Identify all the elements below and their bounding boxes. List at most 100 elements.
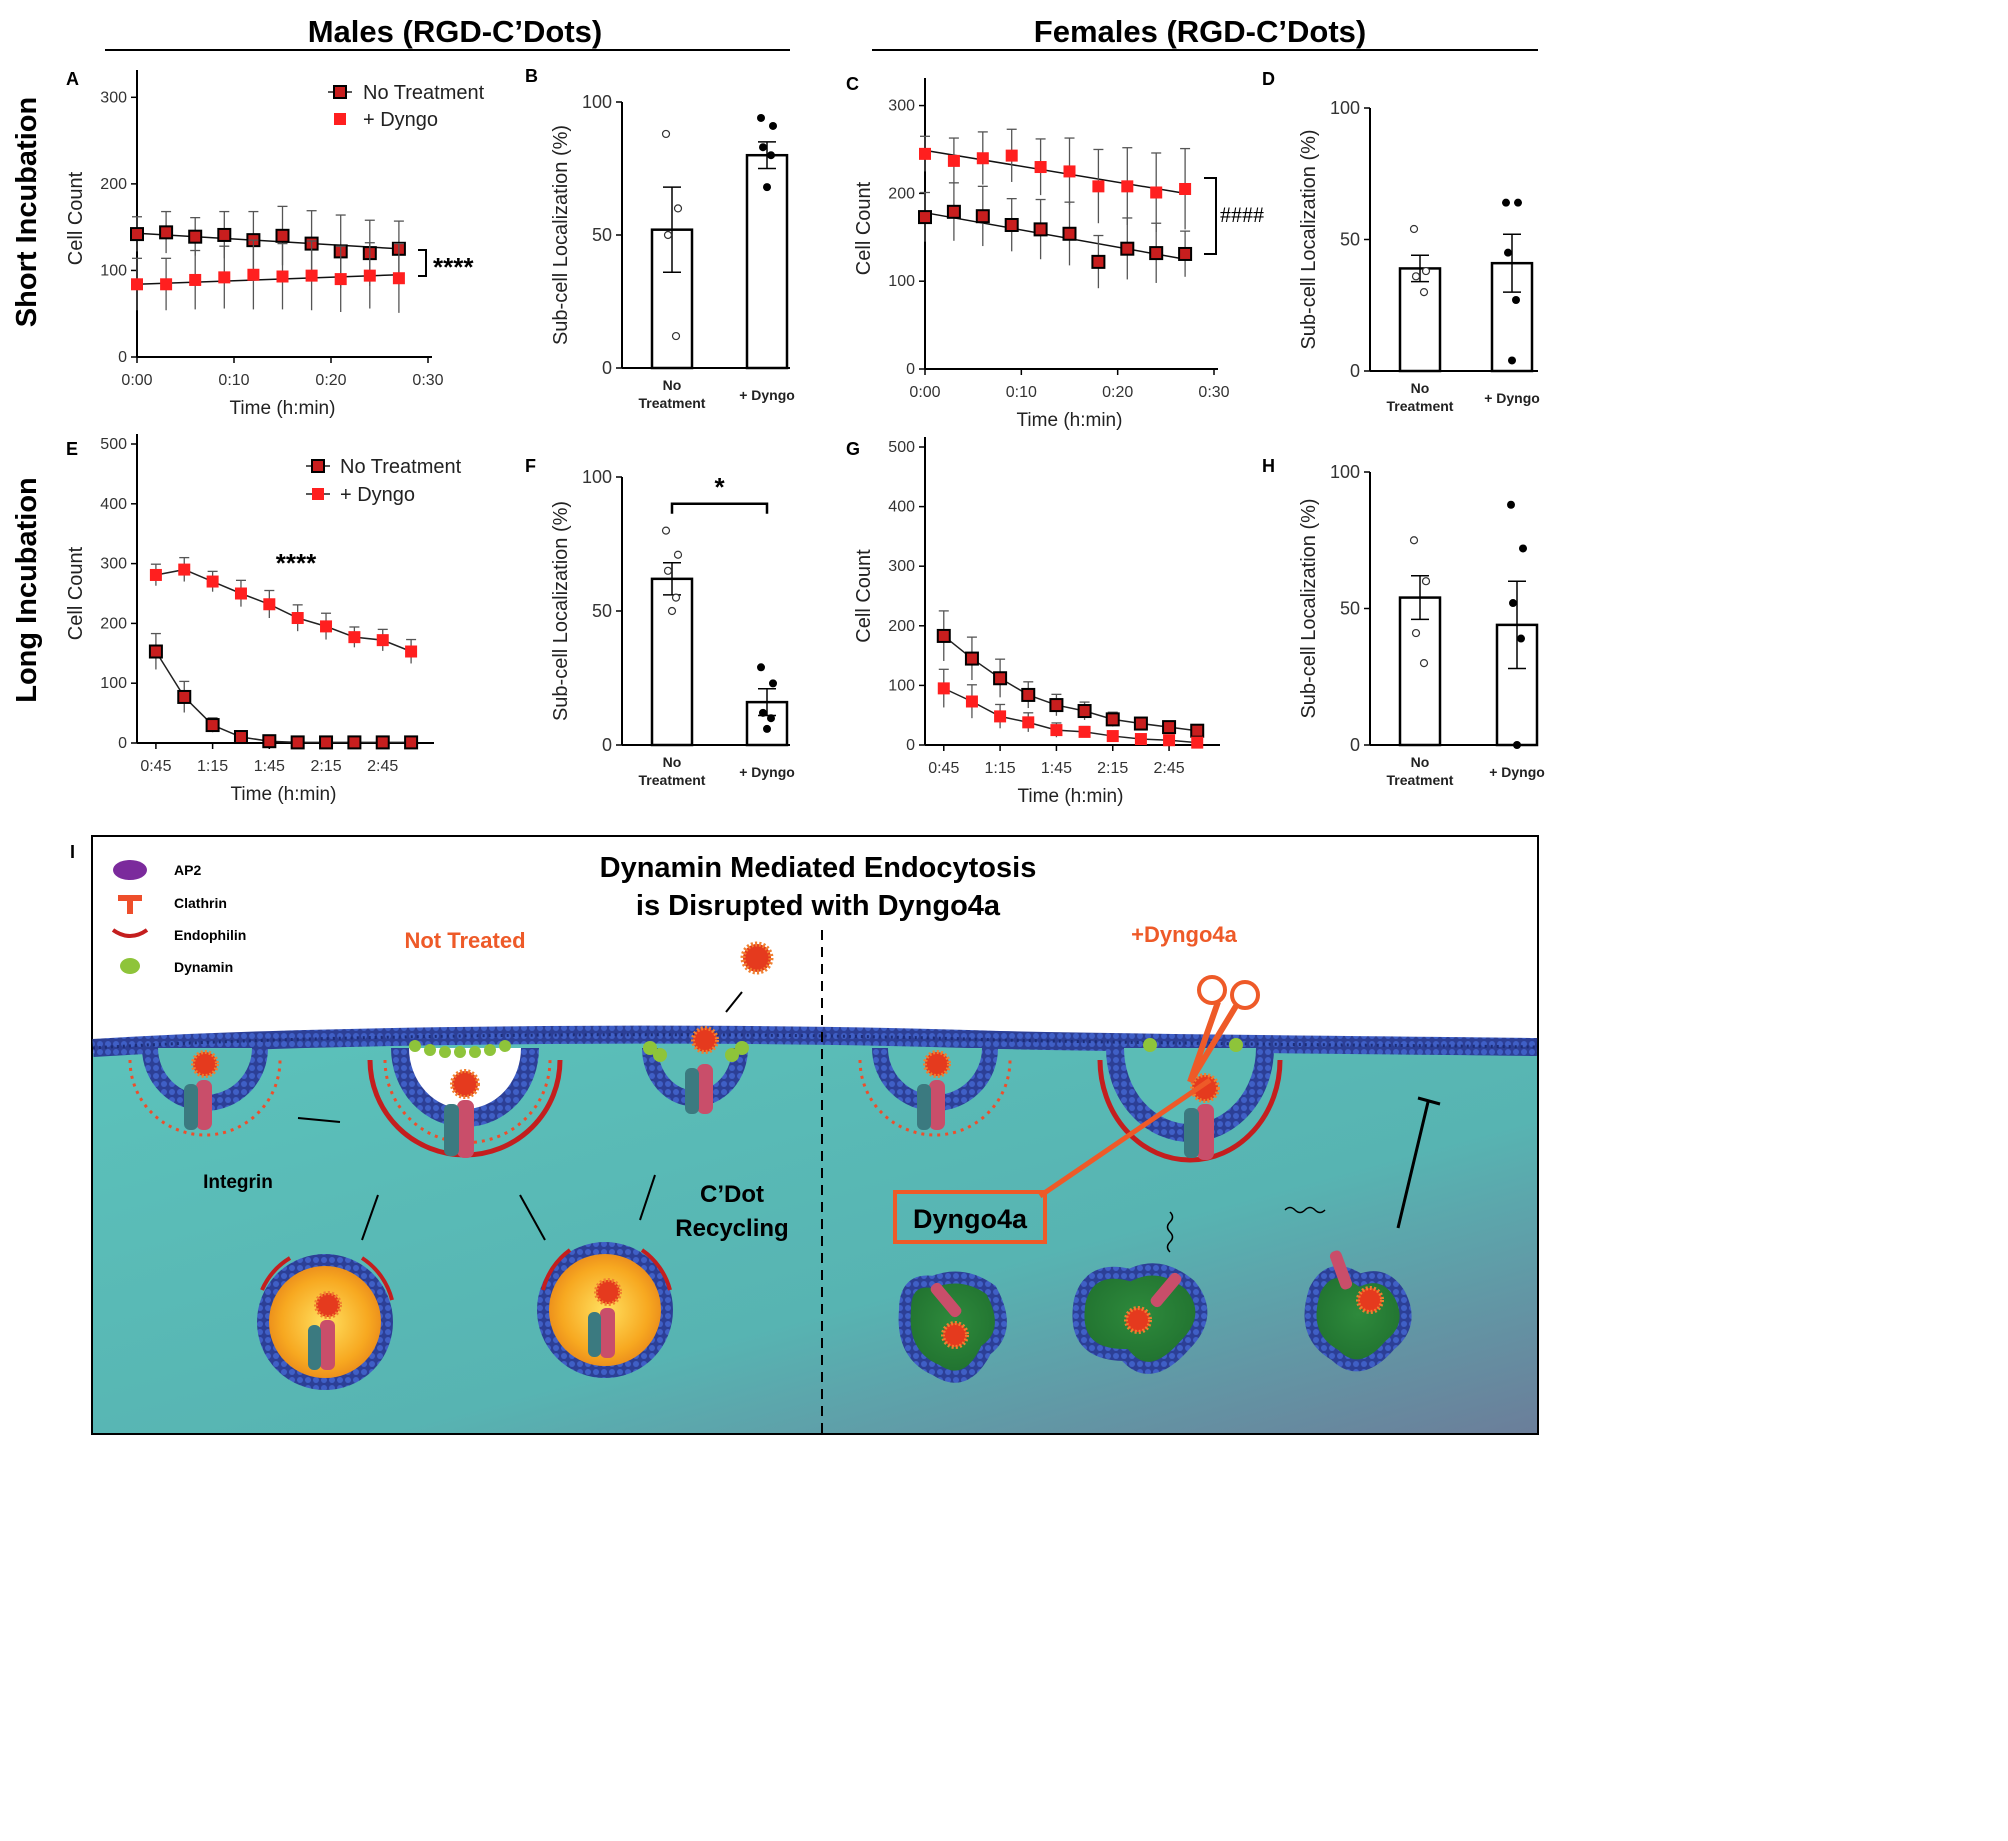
- legend-clathrin: Clathrin: [174, 895, 227, 911]
- data-point-no-treatment: [663, 230, 673, 240]
- data-point-dyngo: [1504, 248, 1512, 257]
- data-point-no-treatment: [148, 644, 163, 659]
- y-tick-label: 300: [100, 556, 127, 573]
- y-axis-label: Sub-cell Localization (%): [1298, 498, 1320, 718]
- endophilin-icon: [111, 928, 149, 938]
- data-point-no-treatment: [1178, 246, 1193, 261]
- series-line: [943, 635, 1198, 732]
- diagram-panel-i: I Dynamin Mediated Endocytosis is Disrup…: [70, 835, 1539, 1435]
- data-point-dyngo: [1050, 724, 1063, 737]
- data-point-no-treatment: [130, 227, 144, 242]
- y-tick-label: 100: [100, 675, 127, 692]
- data-point-no-treatment: [177, 689, 192, 704]
- data-point-dyngo: [1163, 734, 1176, 747]
- cdot-icon: [191, 1050, 219, 1078]
- data-point-dyngo: [320, 620, 333, 633]
- data-point-dyngo: [1150, 186, 1163, 199]
- not-treated-label: Not Treated: [404, 928, 525, 953]
- category-label: No: [1411, 754, 1430, 770]
- data-point-dyngo: [976, 152, 989, 165]
- panel-label: E: [66, 439, 78, 459]
- significance-marker: ****: [433, 252, 474, 282]
- bar: [1398, 267, 1442, 373]
- data-point-dyngo: [767, 151, 775, 160]
- data-point-dyngo: [1512, 295, 1520, 304]
- data-point-no-treatment: [159, 225, 174, 240]
- data-point-dyngo: [1092, 180, 1105, 193]
- y-tick-label: 0: [602, 735, 612, 755]
- y-tick-label: 0: [906, 737, 915, 754]
- arrow-icon: [297, 1117, 341, 1123]
- data-point-dyngo: [1191, 736, 1204, 749]
- legend-label-no-treatment: No Treatment: [363, 82, 485, 104]
- panel-label: F: [525, 456, 536, 476]
- data-point-dyngo: [405, 645, 418, 658]
- cdot-icon: [691, 1026, 719, 1054]
- panel-label: A: [66, 69, 79, 89]
- data-point-no-treatment: [290, 735, 305, 750]
- data-point-no-treatment: [964, 651, 979, 666]
- y-axis-label: Sub-cell Localization (%): [550, 125, 572, 345]
- clathrin-icon: [118, 895, 142, 914]
- row-label-long: Long Incubation: [11, 477, 43, 703]
- data-point-no-treatment: [671, 331, 681, 341]
- y-tick-label: 100: [100, 262, 127, 279]
- header-males: Males (RGD-C’Dots): [308, 14, 603, 49]
- x-tick-label: 0:20: [315, 372, 346, 389]
- chart-panel-b: B 0 50 100 Sub-cell Localization (%) No Treatm…: [525, 66, 795, 411]
- significance-bracket: [418, 249, 427, 277]
- chart-panel-d: D 0 50 100 Sub-cell Localization (%) No Treatm…: [1262, 69, 1540, 414]
- data-point-dyngo: [763, 724, 771, 733]
- y-tick-label: 50: [1340, 230, 1360, 250]
- x-axis-label: Time (h:min): [1018, 786, 1124, 807]
- data-point-no-treatment: [347, 735, 362, 750]
- collapsed-vesicle-3: [1304, 1250, 1412, 1372]
- dyngo-pointer: [1038, 1077, 1212, 1199]
- x-axis-label: Time (h:min): [1017, 410, 1123, 431]
- data-point-dyngo: [1179, 182, 1192, 195]
- significance-marker: ****: [276, 548, 317, 578]
- data-point-no-treatment: [1105, 712, 1120, 727]
- legend-label-dyngo: + Dyngo: [340, 484, 415, 506]
- y-tick-label: 200: [888, 185, 915, 202]
- data-point-no-treatment: [188, 229, 203, 244]
- category-label: Treatment: [639, 772, 706, 788]
- legend-swatch-no-treatment: [333, 85, 347, 99]
- cdot-icon: [450, 1069, 480, 1099]
- squiggle-arrow-icon: [1166, 1211, 1174, 1253]
- data-point-dyngo: [763, 183, 771, 192]
- series-line: [155, 568, 412, 653]
- data-point-no-treatment: [404, 735, 419, 750]
- panel-label: D: [1262, 69, 1275, 89]
- data-point-dyngo: [757, 113, 765, 122]
- x-tick-label: 2:15: [310, 758, 341, 775]
- data-point-no-treatment: [319, 735, 334, 750]
- panel-label: G: [846, 439, 860, 459]
- y-axis-label: Cell Count: [65, 546, 87, 640]
- data-point-dyngo: [759, 143, 767, 152]
- y-axis-label: Sub-cell Localization (%): [550, 501, 572, 721]
- data-point-dyngo: [919, 147, 931, 160]
- category-label: Treatment: [639, 395, 706, 411]
- data-point-dyngo: [392, 272, 405, 285]
- y-tick-label: 0: [602, 358, 612, 378]
- legend-ap2: AP2: [174, 862, 201, 878]
- figure-canvas: Males (RGD-C’Dots) Females (RGD-C’Dots) …: [11, 14, 1545, 1435]
- category-label: + Dyngo: [1484, 390, 1540, 406]
- data-point-dyngo: [334, 273, 347, 286]
- data-point-dyngo: [937, 682, 950, 695]
- y-tick-label: 0: [1350, 361, 1360, 381]
- data-point-dyngo: [234, 587, 247, 600]
- data-point-dyngo: [1134, 733, 1147, 746]
- legend-label-no-treatment: No Treatment: [340, 456, 462, 478]
- data-point-no-treatment: [1421, 577, 1431, 586]
- data-point-no-treatment: [918, 210, 932, 225]
- x-tick-label: 2:15: [1097, 760, 1128, 777]
- significance-marker: *: [714, 472, 725, 502]
- y-tick-label: 200: [100, 176, 127, 193]
- data-point-dyngo: [218, 271, 231, 284]
- y-tick-label: 50: [592, 225, 612, 245]
- data-point-dyngo: [363, 269, 376, 282]
- data-point-no-treatment: [1091, 254, 1106, 269]
- data-point-dyngo: [1517, 634, 1525, 643]
